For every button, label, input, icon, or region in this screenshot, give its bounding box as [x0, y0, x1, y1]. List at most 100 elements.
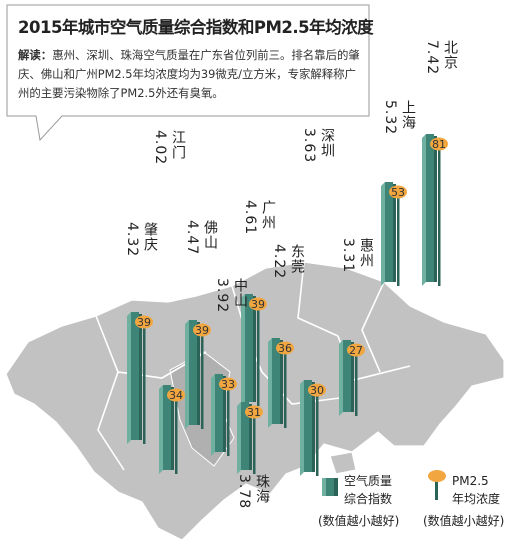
bar-face-left: [185, 320, 189, 429]
bar-group: 39: [185, 320, 211, 429]
city-name: 珠海: [254, 474, 270, 504]
city-label: 深圳 3.63: [301, 128, 337, 166]
bar-face-right: [351, 342, 354, 412]
note-lead: 解读：: [18, 48, 53, 62]
bar-face-left: [211, 374, 215, 456]
legend-aqi: 空气质量 综合指数: [344, 472, 392, 508]
legend-aqi-line2: 综合指数: [344, 492, 393, 506]
aqi-bar: [245, 294, 253, 402]
city-name: 北京: [442, 40, 458, 70]
aqi-value-label: 4.61: [242, 200, 258, 236]
bar-group: 34: [159, 385, 185, 474]
aqi-bar: [426, 134, 434, 282]
bar-group: 31: [237, 402, 263, 474]
pm-dot: [276, 341, 294, 355]
bar-face-right: [223, 376, 226, 452]
aqi-bar: [385, 182, 393, 282]
city-name: 深圳: [319, 128, 335, 158]
city-label: 上海 5.32: [382, 100, 418, 138]
aqi-value-label: 3.92: [214, 278, 230, 314]
pm-dot: [389, 185, 407, 199]
bar-face-left: [300, 380, 304, 476]
bar-group: 36: [268, 338, 294, 428]
pm-dot: [347, 343, 365, 357]
bar-face-right: [393, 184, 396, 282]
pm-value-label: 81: [432, 138, 446, 151]
callout-box: 2015年城市空气质量综合指数和PM2.5年均浓度 解读：惠州、深圳、珠海空气质…: [6, 4, 374, 116]
city-name: 东莞: [289, 244, 305, 274]
bar-face-right: [249, 404, 252, 470]
pm-pin-stem: [397, 192, 400, 286]
bar-group: 33: [211, 374, 237, 456]
legend-pm: PM2.5 年均浓度: [452, 472, 500, 508]
pm-value-label: 39: [251, 298, 265, 311]
city-name: 佛山: [202, 220, 218, 250]
legend-aqi-note: (数值越小越好): [318, 514, 400, 528]
aqi-bar: [304, 380, 312, 472]
city-name: 江门: [170, 130, 186, 160]
legend-aqi-symbol: [322, 478, 338, 496]
legend-pm-line1: PM2.5: [452, 474, 489, 488]
bar-group: 30: [300, 380, 326, 476]
city-label: 肇庆 4.32: [124, 222, 160, 260]
bar-face-right: [171, 387, 174, 470]
aqi-bar: [189, 320, 197, 425]
aqi-value-label: 4.32: [124, 222, 140, 258]
pm-value-label: 33: [221, 378, 235, 391]
bar-face-left: [241, 294, 245, 406]
aqi-value-label: 3.63: [301, 128, 317, 164]
pm-pin-stem: [284, 348, 287, 428]
bar-face-left: [381, 182, 385, 286]
note-text: 惠州、深圳、珠海空气质量在广东省位列前三。排名靠后的肇庆、佛山和广州PM2.5年…: [18, 48, 360, 100]
aqi-bar: [241, 402, 249, 470]
pm-pin-stem: [227, 384, 230, 456]
pm-value-label: 39: [195, 324, 209, 337]
bar-face-right: [434, 136, 437, 282]
bar-group: 81: [422, 134, 448, 286]
city-label: 东莞 4.22: [271, 244, 307, 282]
pm-dot: [245, 405, 263, 419]
city-name: 肇庆: [142, 222, 158, 252]
city-label: 广州 4.61: [242, 200, 278, 238]
aqi-bar: [131, 312, 139, 440]
pm-pin-stem: [316, 390, 319, 476]
bar-group: 53: [381, 182, 407, 286]
bars-layer: 39 34 39 33 39 31 36 30 27 53 81: [127, 134, 448, 476]
aqi-bar: [163, 385, 171, 470]
bar-face-left: [159, 385, 163, 474]
pm-pin-stem: [438, 144, 441, 286]
legend-pm-symbol: [428, 470, 446, 500]
pm-dot: [249, 297, 267, 311]
pm-dot: [167, 388, 185, 402]
pm-pin-stem: [355, 350, 358, 416]
pm-value-label: 53: [391, 186, 405, 199]
legend-pm-note: (数值越小越好): [423, 514, 505, 528]
bar-group: 27: [339, 340, 365, 416]
pm-pin-stem: [175, 395, 178, 474]
city-name: 广州: [260, 200, 276, 230]
bar-face-right: [312, 382, 315, 472]
city-label: 江门 4.02: [152, 130, 188, 168]
map-island: [329, 451, 357, 475]
bar-group: 39: [127, 312, 153, 444]
city-label: 珠海 3.78: [236, 474, 272, 512]
city-name: 惠州: [358, 238, 374, 268]
aqi-value-label: 4.02: [152, 130, 168, 166]
bar-face-right: [139, 314, 142, 440]
pm-pin-stem: [257, 304, 260, 406]
callout-frame: [6, 4, 370, 142]
bar-face-right: [280, 340, 283, 424]
pm-value-label: 34: [169, 389, 183, 402]
city-name: 上海: [400, 100, 416, 130]
pm-value-label: 27: [349, 344, 363, 357]
pm-pin-stem: [253, 412, 256, 474]
city-label: 北京 7.42: [424, 40, 460, 78]
bar-face-left: [127, 312, 131, 444]
pm-value-label: 39: [137, 316, 151, 329]
chart-title: 2015年城市空气质量综合指数和PM2.5年均浓度: [18, 18, 374, 37]
pm-value-label: 31: [247, 406, 261, 419]
bar-face-left: [237, 402, 241, 474]
aqi-value-label: 4.47: [184, 220, 200, 256]
